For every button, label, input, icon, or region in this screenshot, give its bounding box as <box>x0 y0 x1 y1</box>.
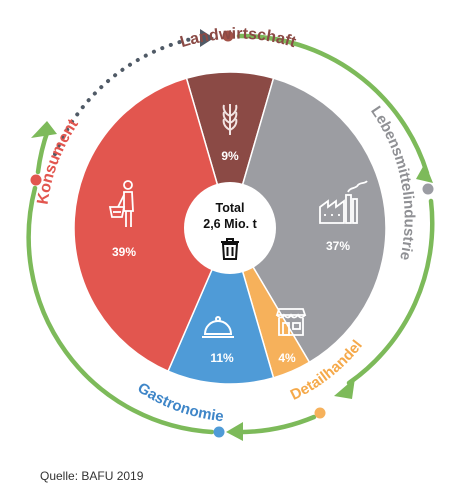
arrowhead-icon <box>416 163 433 183</box>
slice-label-konsument: 39% <box>112 245 136 259</box>
cycle-arrow-gastronomie-to-konsument <box>26 185 215 435</box>
node-dot-detailhandel <box>314 407 326 419</box>
source-caption: Quelle: BAFU 2019 <box>40 469 144 483</box>
slice-label-detailhandel: 4% <box>278 351 296 365</box>
cycle-arrowheads <box>31 121 433 441</box>
arrowhead-icon <box>334 378 355 399</box>
food-waste-pie-chart: Total 2,6 Mio. t <box>26 26 435 441</box>
cycle-arrow-landwirtschaft-to-industrie <box>236 33 430 176</box>
pie-slice-landwirtschaft <box>185 71 275 231</box>
slice-label-lebensmittelindustrie: 37% <box>326 239 350 253</box>
pie-slice-lebensmittelindustrie <box>229 77 387 364</box>
dotted-arrowhead-icon <box>200 29 214 47</box>
arrowhead-icon <box>31 121 57 138</box>
node-dot-gastronomie <box>213 426 225 438</box>
arrowhead-icon <box>226 422 243 441</box>
node-dot-konsument <box>30 174 42 186</box>
dotted-return-arrow <box>53 36 198 156</box>
center-total-label: Total <box>216 201 245 215</box>
node-dot-landwirtschaft <box>222 30 234 42</box>
node-dot-lebensmittelindustrie <box>422 183 434 195</box>
factory-icon <box>319 180 368 224</box>
shopper-icon <box>108 180 134 227</box>
category-label-landwirtschaft: Landwirtschaft <box>178 26 298 52</box>
center-total-value: 2,6 Mio. t <box>203 217 257 231</box>
store-icon <box>275 308 307 336</box>
slice-label-landwirtschaft: 9% <box>221 149 239 163</box>
pie-slice-gastronomie <box>167 225 275 385</box>
cycle-arrows <box>26 33 435 435</box>
center-hole <box>184 182 276 274</box>
cloche-icon <box>202 316 234 338</box>
cycle-arrow-detailhandel-to-gastronomie <box>231 414 317 435</box>
pie-slice-konsument <box>73 77 231 373</box>
trash-bin-icon <box>221 238 239 260</box>
slice-label-gastronomie: 11% <box>210 351 234 365</box>
wheat-icon <box>222 104 238 135</box>
pie-slices <box>73 71 387 385</box>
cycle-arrow-industrie-to-detailhandel <box>346 198 435 386</box>
